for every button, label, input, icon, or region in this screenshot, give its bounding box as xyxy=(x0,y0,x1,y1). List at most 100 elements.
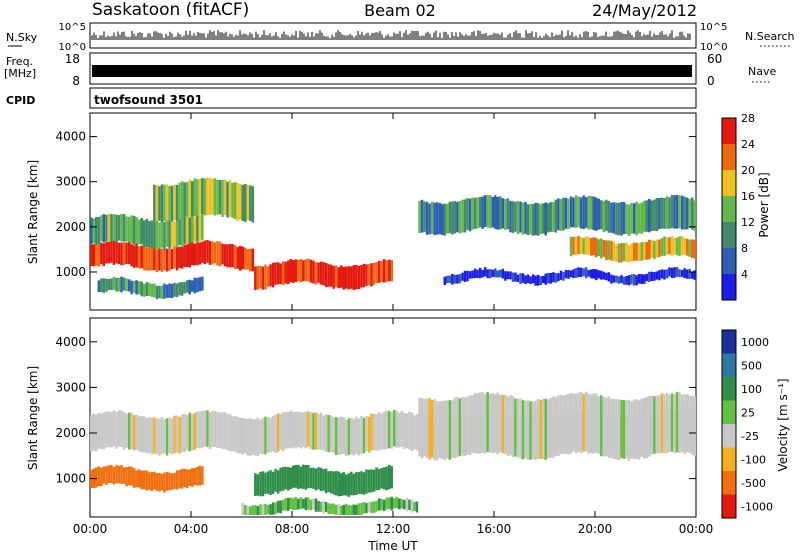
heatmap-cell xyxy=(299,497,303,510)
heatmap-cell xyxy=(120,242,123,266)
heatmap-cell xyxy=(673,237,676,255)
heatmap-cell xyxy=(398,412,401,448)
velocity-y-label: Slant Range [km] xyxy=(26,366,40,470)
heatmap-cell xyxy=(683,238,686,255)
heatmap-cell xyxy=(574,393,578,454)
heatmap-cell xyxy=(635,242,638,261)
heatmap-cell xyxy=(239,245,242,271)
cpid-panel-frame xyxy=(89,87,697,109)
heatmap-cell xyxy=(539,204,542,235)
heatmap-cell xyxy=(342,472,345,496)
heatmap-cell xyxy=(685,269,689,279)
heatmap-cell xyxy=(468,198,472,232)
heatmap-cell xyxy=(143,220,146,248)
heatmap-cell xyxy=(655,197,659,232)
heatmap-cell xyxy=(377,469,381,491)
heatmap-cell xyxy=(107,213,111,243)
heatmap-cell xyxy=(478,267,482,279)
heatmap-cell xyxy=(122,277,126,291)
heatmap-cell xyxy=(221,412,224,449)
heatmap-cell xyxy=(145,247,149,271)
heatmap-cell xyxy=(165,471,169,491)
heatmap-cell xyxy=(140,470,143,490)
heatmap-cell xyxy=(345,503,348,515)
velocity-panel: 1000 2000 3000 4000 Slant Range [km] 1000 50… xyxy=(26,317,790,519)
heatmap-cell xyxy=(491,196,494,228)
heatmap-cell xyxy=(569,270,573,278)
colorbar-swatch xyxy=(722,400,736,424)
heatmap-cell xyxy=(486,195,489,228)
heatmap-cell xyxy=(249,248,252,272)
heatmap-cell xyxy=(266,266,270,287)
cpid-value: twofsound 3501 xyxy=(94,93,203,107)
heatmap-cell xyxy=(650,200,653,232)
heatmap-cell xyxy=(145,417,149,454)
frequency-panel: Freq. [MHz] 18 8 60 0 Nave xyxy=(4,52,776,88)
heatmap-cell xyxy=(382,411,386,450)
heatmap-cell xyxy=(680,270,684,277)
heatmap-cell xyxy=(584,391,588,452)
heatmap-cell xyxy=(294,259,297,282)
heatmap-cell xyxy=(135,415,138,450)
heatmap-cell xyxy=(481,196,484,229)
heatmap-cell xyxy=(499,269,502,278)
heatmap-cell xyxy=(180,181,184,218)
heatmap-cell xyxy=(509,395,512,456)
heatmap-cell xyxy=(607,201,611,233)
heatmap-cell xyxy=(90,244,93,267)
heatmap-cell xyxy=(691,239,694,259)
heatmap-cell xyxy=(334,417,338,455)
heatmap-cell xyxy=(630,243,633,262)
heatmap-cell xyxy=(398,498,401,510)
time-axis-label: Time UT xyxy=(367,539,418,553)
velocity-colorbar-label: Velocity [m s⁻¹] xyxy=(776,378,790,471)
heatmap-cell xyxy=(627,245,631,263)
heatmap-cell xyxy=(673,267,676,278)
heatmap-cell xyxy=(294,412,297,449)
heatmap-cell xyxy=(433,202,436,236)
heatmap-cell xyxy=(259,504,262,515)
heatmap-cell xyxy=(587,196,590,230)
y-tick-label: 3000 xyxy=(55,175,86,189)
heatmap-cell xyxy=(138,416,141,452)
heatmap-cell xyxy=(514,201,517,232)
cpid-panel: CPID twofsound 3501 xyxy=(6,87,697,109)
heatmap-cell xyxy=(572,269,575,279)
heatmap-cell xyxy=(168,220,171,249)
heatmap-cell xyxy=(542,203,545,234)
heatmap-cell xyxy=(317,413,320,450)
heatmap-cell xyxy=(135,217,138,244)
heatmap-cell xyxy=(430,400,434,458)
heatmap-cell xyxy=(314,412,318,450)
heatmap-cell xyxy=(150,472,154,491)
heatmap-cell xyxy=(143,247,146,271)
heatmap-cell xyxy=(675,237,679,256)
heatmap-cell xyxy=(332,503,335,515)
heatmap-cell xyxy=(655,239,659,258)
heatmap-cell xyxy=(191,181,194,217)
heatmap-cell xyxy=(289,410,292,449)
heatmap-cell xyxy=(582,238,585,255)
heatmap-cell xyxy=(165,184,169,221)
heatmap-cell xyxy=(451,274,454,285)
heatmap-cell xyxy=(660,197,664,229)
heatmap-cell xyxy=(168,186,171,221)
heatmap-cell xyxy=(239,184,242,220)
heatmap-cell xyxy=(658,395,661,454)
heatmap-cell xyxy=(693,396,696,456)
colorbar-tick-label: 12 xyxy=(741,216,755,229)
heatmap-cell xyxy=(203,240,207,265)
heatmap-cell xyxy=(441,400,444,459)
heatmap-cell xyxy=(691,271,694,279)
heatmap-cell xyxy=(456,397,459,458)
heatmap-cell xyxy=(140,245,143,269)
x-tick-label: 12:00 xyxy=(376,522,411,536)
heatmap-cell xyxy=(155,249,159,273)
heatmap-cell xyxy=(183,414,186,453)
heatmap-cell xyxy=(228,414,232,452)
heatmap-cell xyxy=(236,247,239,269)
heatmap-cell xyxy=(100,413,103,449)
heatmap-cell xyxy=(360,471,363,495)
heatmap-cell xyxy=(622,243,626,262)
heatmap-cell xyxy=(673,394,676,454)
